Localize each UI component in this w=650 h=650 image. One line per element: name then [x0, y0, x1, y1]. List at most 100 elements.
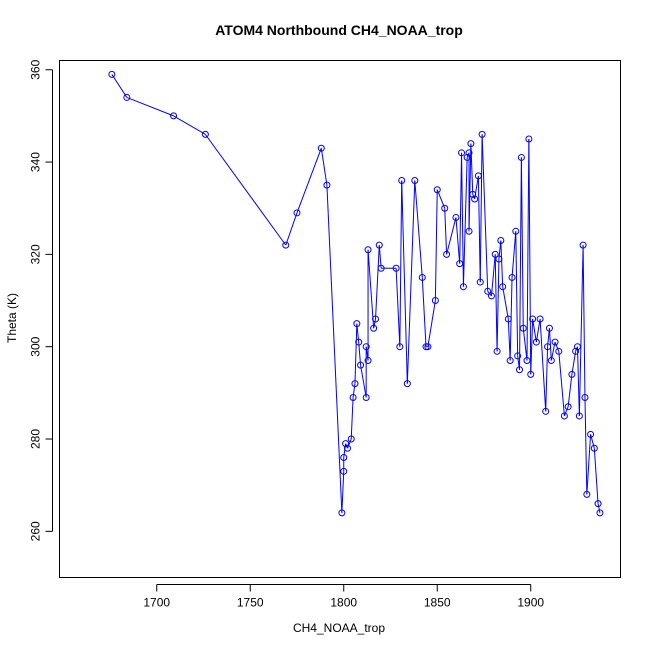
data-point [370, 324, 378, 332]
data-point [551, 338, 559, 346]
series-segment [528, 138, 532, 375]
data-point [342, 440, 350, 448]
series-segment [358, 342, 362, 366]
data-point [459, 283, 467, 291]
data-point [478, 130, 486, 138]
data-point [375, 241, 383, 249]
series-segment [500, 240, 504, 287]
data-point [525, 135, 533, 143]
data-point [355, 338, 363, 346]
data-point [398, 177, 406, 185]
data-point [349, 393, 357, 401]
data-point [471, 195, 479, 203]
data-point [340, 467, 348, 475]
data-point [293, 209, 301, 217]
data-point [495, 255, 503, 263]
series-segment [597, 503, 601, 513]
series-segment [427, 300, 436, 347]
data-point [317, 144, 325, 152]
data-point [347, 435, 355, 443]
data-point [123, 93, 131, 101]
x-axis: 1700 1750 1800 1850 1900 [143, 584, 544, 610]
data-point [573, 343, 581, 351]
series-segment [401, 180, 408, 384]
data-point [517, 153, 525, 161]
data-point [201, 130, 209, 138]
data-point [497, 237, 505, 245]
data-point [491, 250, 499, 258]
data-point [372, 315, 380, 323]
data-point [508, 273, 516, 281]
series-lines [111, 74, 601, 513]
data-point [351, 380, 359, 388]
series-segment [593, 448, 599, 504]
data-point [587, 430, 595, 438]
data-point [441, 204, 449, 212]
y-tick-label: 280 [29, 429, 43, 449]
series-segment [462, 157, 468, 287]
series-segment [204, 134, 287, 246]
data-point [353, 320, 361, 328]
series-segment [367, 249, 375, 329]
data-point [581, 393, 589, 401]
data-point [431, 297, 439, 305]
y-axis-label: Theta (K) [5, 293, 19, 343]
series-segment [444, 208, 448, 255]
series-segment [414, 180, 423, 278]
x-tick-label: 1750 [237, 596, 264, 610]
data-point [364, 246, 372, 254]
data-point [422, 343, 430, 351]
data-point [467, 140, 475, 148]
series-segment [173, 115, 206, 135]
data-point [282, 241, 290, 249]
data-point [170, 112, 178, 120]
data-point [377, 264, 385, 272]
series-segment [519, 157, 522, 370]
series-segment [496, 258, 500, 352]
series-segment [341, 471, 345, 513]
series-segment [526, 138, 530, 361]
series-segment [586, 434, 592, 495]
series-segment [126, 96, 174, 117]
data-point [542, 407, 550, 415]
series-segment [406, 180, 416, 384]
data-point [590, 444, 598, 452]
series-segment [481, 134, 489, 292]
data-point [458, 149, 466, 157]
data-point [572, 347, 580, 355]
series-segment [285, 212, 298, 246]
data-point [465, 227, 473, 235]
data-point [594, 500, 602, 508]
chart-title: ATOM4 Northbound CH4_NOAA_trop [215, 22, 463, 38]
series-segment [532, 318, 537, 343]
data-point [396, 343, 404, 351]
series-segment [470, 143, 474, 195]
data-point [108, 70, 116, 78]
data-point [529, 315, 537, 323]
data-point [476, 278, 484, 286]
series-segment [378, 245, 382, 269]
data-point [493, 347, 501, 355]
data-point [504, 315, 512, 323]
plot-area [59, 60, 621, 578]
series-segment [395, 268, 401, 347]
series-segment [545, 346, 549, 412]
data-point [463, 153, 471, 161]
y-tick-label: 340 [29, 152, 43, 172]
data-point [418, 273, 426, 281]
data-point [527, 370, 535, 378]
x-tick-label: 1900 [517, 596, 544, 610]
series-segment [360, 365, 367, 398]
data-point [555, 347, 563, 355]
y-axis: 260 280 300 320 340 360 [29, 59, 53, 541]
data-point [568, 370, 576, 378]
series-segment [111, 74, 128, 98]
data-point [560, 412, 568, 420]
series-segment [515, 231, 519, 356]
data-point [545, 324, 553, 332]
series-segment [530, 318, 534, 375]
data-point [547, 357, 555, 365]
series-segment [494, 254, 498, 352]
data-point [519, 324, 527, 332]
